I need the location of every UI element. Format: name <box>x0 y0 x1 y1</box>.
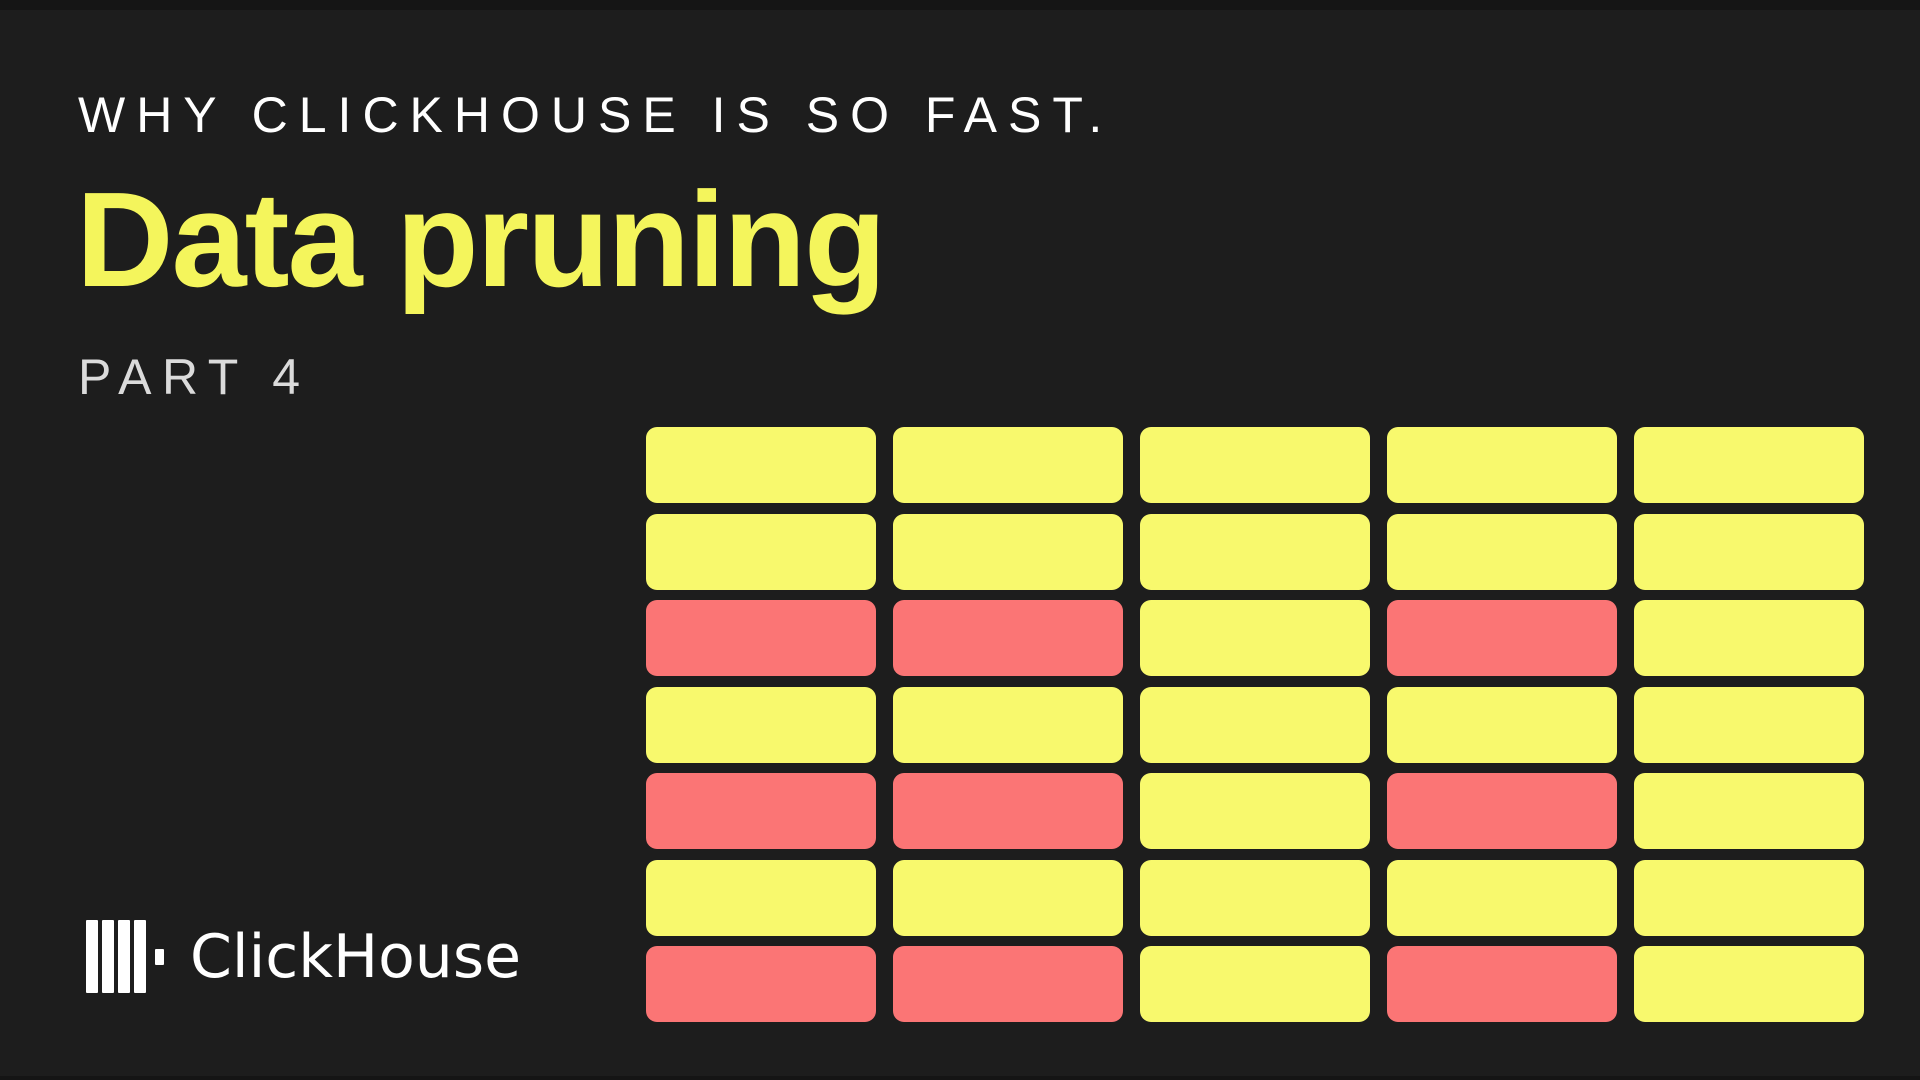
block-cell-yellow <box>893 427 1123 503</box>
block-cell-yellow <box>1140 859 1370 936</box>
block-cell-yellow <box>1634 600 1864 676</box>
block-cell-red <box>893 773 1123 849</box>
logo-bar <box>86 920 98 993</box>
clickhouse-bars-icon <box>86 920 164 993</box>
block-cell-yellow <box>1387 686 1617 763</box>
block-cell-yellow <box>1140 686 1370 763</box>
block-cell-red <box>646 773 876 849</box>
block-cell-yellow <box>646 686 876 763</box>
block-cell-yellow <box>1634 859 1864 936</box>
block-cell-red <box>646 600 876 676</box>
block-cell-yellow <box>893 686 1123 763</box>
block-cell-yellow <box>893 859 1123 936</box>
block-cell-yellow <box>1634 513 1864 590</box>
block-cell-red <box>1387 946 1617 1022</box>
block-cell-yellow <box>1140 946 1370 1022</box>
block-cell-yellow <box>646 513 876 590</box>
block-cell-yellow <box>1140 773 1370 849</box>
data-blocks-grid <box>646 427 1864 1022</box>
logo-short-bar <box>155 948 164 965</box>
clickhouse-logo: ClickHouse <box>86 920 521 993</box>
clickhouse-logo-text: ClickHouse <box>190 921 521 992</box>
block-cell-red <box>1387 773 1617 849</box>
block-cell-yellow <box>1387 427 1617 503</box>
logo-bar <box>134 920 146 993</box>
block-cell-red <box>893 946 1123 1022</box>
block-cell-yellow <box>1140 600 1370 676</box>
block-cell-yellow <box>1387 513 1617 590</box>
top-edge-shade <box>0 0 1920 10</box>
block-cell-red <box>646 946 876 1022</box>
block-cell-red <box>893 600 1123 676</box>
block-cell-yellow <box>1634 946 1864 1022</box>
part-label: PART 4 <box>78 349 311 405</box>
block-cell-yellow <box>1634 773 1864 849</box>
logo-bar <box>102 920 114 993</box>
block-cell-red <box>1387 600 1617 676</box>
eyebrow-title: WHY CLICKHOUSE IS SO FAST. <box>78 87 1114 143</box>
block-cell-yellow <box>1634 427 1864 503</box>
bottom-edge-shade <box>0 1076 1920 1080</box>
main-title: Data pruning <box>76 164 886 315</box>
logo-bar <box>118 920 130 993</box>
block-cell-yellow <box>1140 513 1370 590</box>
block-cell-yellow <box>893 513 1123 590</box>
block-cell-yellow <box>646 427 876 503</box>
block-cell-yellow <box>1140 427 1370 503</box>
block-cell-yellow <box>1387 859 1617 936</box>
block-cell-yellow <box>646 859 876 936</box>
block-cell-yellow <box>1634 686 1864 763</box>
